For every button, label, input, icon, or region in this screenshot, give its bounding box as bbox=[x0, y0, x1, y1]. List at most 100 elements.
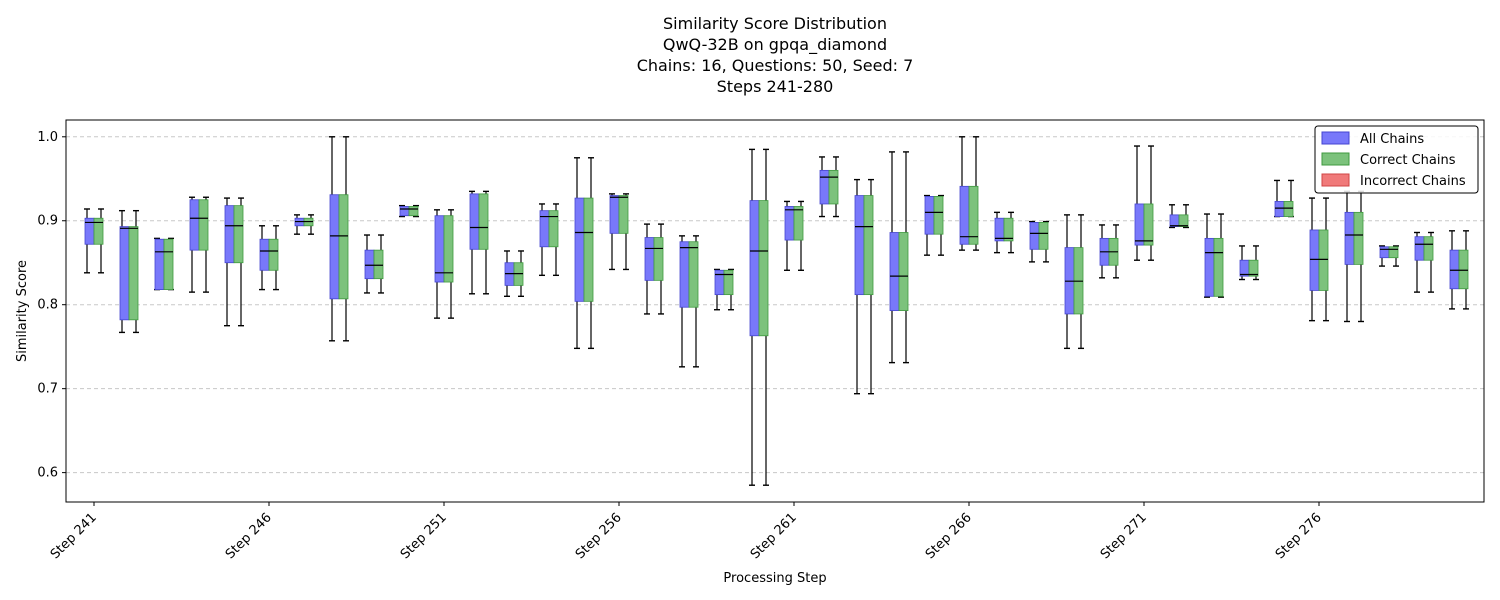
y-gridlines bbox=[66, 136, 1484, 474]
legend-swatch-all-chains bbox=[1321, 131, 1350, 145]
box-all-chains bbox=[1449, 249, 1460, 290]
legend-label-incorrect-chains: Incorrect Chains bbox=[1360, 174, 1466, 189]
box-all-chains bbox=[1204, 237, 1215, 297]
x-tick-label: Step 271 bbox=[1098, 510, 1150, 562]
box-correct-chains bbox=[933, 195, 944, 235]
box-step-276 bbox=[1309, 197, 1329, 322]
legend-label-all-chains: All Chains bbox=[1360, 132, 1424, 147]
x-axis: Step 241 Step 246 Step 251 Step 256 Step 261… bbox=[48, 502, 1325, 562]
box-step-248 bbox=[329, 136, 349, 342]
box-correct-chains bbox=[1388, 246, 1399, 259]
box-step-249 bbox=[364, 234, 384, 294]
box-step-268 bbox=[1029, 220, 1049, 263]
box-all-chains bbox=[1274, 201, 1285, 217]
box-all-chains bbox=[784, 206, 795, 241]
box-step-275 bbox=[1274, 179, 1294, 218]
legend-swatch-incorrect-chains bbox=[1321, 173, 1350, 187]
y-tick-label: 0.7 bbox=[37, 382, 58, 397]
box-all-chains bbox=[1029, 222, 1040, 250]
box-step-259 bbox=[714, 268, 734, 311]
box-all-chains bbox=[679, 241, 690, 308]
box-all-chains bbox=[469, 193, 480, 250]
box-correct-chains bbox=[548, 210, 559, 248]
x-tick-label: Step 251 bbox=[398, 510, 450, 562]
box-step-269 bbox=[1064, 214, 1084, 350]
box-step-272 bbox=[1169, 204, 1189, 229]
title-line-4: Steps 241-280 bbox=[717, 77, 834, 96]
box-all-chains bbox=[434, 215, 445, 283]
plot-area-frame bbox=[65, 119, 1485, 503]
box-series bbox=[84, 136, 1469, 486]
box-step-242 bbox=[119, 209, 139, 334]
box-correct-chains bbox=[898, 232, 909, 311]
box-correct-chains bbox=[408, 206, 419, 217]
box-correct-chains bbox=[373, 249, 384, 280]
box-correct-chains bbox=[828, 169, 839, 205]
box-step-260 bbox=[749, 148, 769, 486]
box-correct-chains bbox=[478, 193, 489, 250]
box-step-279 bbox=[1414, 231, 1434, 293]
x-tick-label: Step 246 bbox=[223, 510, 275, 562]
box-step-262 bbox=[819, 156, 839, 218]
box-all-chains bbox=[224, 205, 235, 264]
box-step-251 bbox=[434, 209, 454, 319]
box-step-245 bbox=[224, 197, 244, 327]
box-step-241 bbox=[84, 208, 104, 274]
box-all-chains bbox=[399, 206, 410, 217]
y-tick-label: 0.9 bbox=[37, 214, 58, 229]
legend: All Chains Correct Chains Incorrect Chai… bbox=[1314, 125, 1479, 194]
legend-swatch-correct-chains bbox=[1321, 152, 1350, 166]
box-correct-chains bbox=[653, 237, 664, 281]
box-all-chains bbox=[119, 226, 130, 321]
box-step-277 bbox=[1344, 190, 1364, 323]
box-correct-chains bbox=[793, 206, 804, 241]
box-correct-chains bbox=[1318, 229, 1329, 291]
box-step-280 bbox=[1449, 230, 1469, 310]
box-correct-chains bbox=[338, 194, 349, 300]
box-step-247 bbox=[294, 214, 314, 235]
box-step-246 bbox=[259, 225, 279, 291]
box-correct-chains bbox=[198, 199, 209, 251]
box-correct-chains bbox=[1213, 237, 1224, 297]
box-correct-chains bbox=[1003, 217, 1014, 242]
box-step-263 bbox=[854, 178, 874, 395]
y-tick-label: 0.8 bbox=[37, 298, 58, 313]
box-step-278 bbox=[1379, 245, 1399, 267]
box-correct-chains bbox=[758, 200, 769, 337]
box-step-243 bbox=[154, 237, 174, 291]
x-axis-label: Processing Step bbox=[723, 571, 826, 586]
box-step-253 bbox=[504, 250, 524, 298]
box-step-270 bbox=[1099, 224, 1119, 279]
x-tick-label: Step 276 bbox=[1273, 510, 1325, 562]
box-step-256 bbox=[609, 193, 629, 271]
box-correct-chains bbox=[163, 238, 174, 290]
box-correct-chains bbox=[1178, 214, 1189, 228]
box-correct-chains bbox=[93, 217, 104, 245]
box-correct-chains bbox=[1458, 249, 1469, 290]
box-step-257 bbox=[644, 223, 664, 315]
box-step-267 bbox=[994, 211, 1014, 254]
x-tick-label: Step 261 bbox=[748, 510, 800, 562]
box-all-chains bbox=[329, 194, 340, 300]
box-all-chains bbox=[819, 169, 830, 205]
box-correct-chains bbox=[443, 215, 454, 283]
box-correct-chains bbox=[618, 195, 629, 234]
box-all-chains bbox=[1239, 259, 1250, 277]
x-tick-label: Step 241 bbox=[48, 510, 100, 562]
box-correct-chains bbox=[968, 185, 979, 245]
box-correct-chains bbox=[233, 205, 244, 264]
box-all-chains bbox=[644, 237, 655, 281]
box-step-254 bbox=[539, 203, 559, 277]
box-all-chains bbox=[1309, 229, 1320, 291]
box-all-chains bbox=[1379, 246, 1390, 259]
box-step-250 bbox=[399, 204, 419, 218]
box-all-chains bbox=[364, 249, 375, 280]
box-all-chains bbox=[1414, 236, 1425, 261]
box-correct-chains bbox=[583, 197, 594, 302]
box-step-264 bbox=[889, 151, 909, 364]
box-all-chains bbox=[1134, 203, 1145, 246]
box-step-252 bbox=[469, 190, 489, 295]
box-all-chains bbox=[749, 200, 760, 337]
box-all-chains bbox=[1169, 214, 1180, 228]
